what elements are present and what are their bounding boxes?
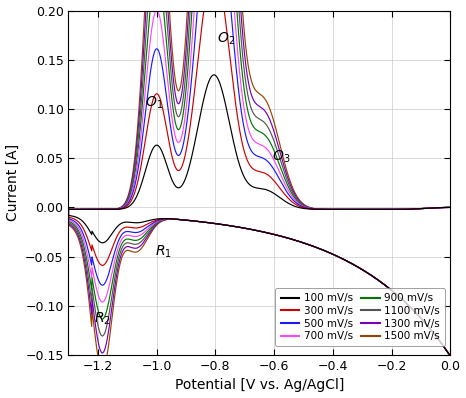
Text: O$_3$: O$_3$ <box>272 149 291 165</box>
Legend: 100 mV/s, 300 mV/s, 500 mV/s, 700 mV/s, 900 mV/s, 1100 mV/s, 1300 mV/s, 1500 mV/: 100 mV/s, 300 mV/s, 500 mV/s, 700 mV/s, … <box>275 288 445 346</box>
Text: O$_2$: O$_2$ <box>217 31 235 47</box>
Text: R$_2$: R$_2$ <box>94 311 111 328</box>
Text: O$_1$: O$_1$ <box>144 95 163 111</box>
Y-axis label: Current [A]: Current [A] <box>6 144 20 221</box>
Text: R$_1$: R$_1$ <box>156 243 172 259</box>
X-axis label: Potential [V vs. Ag/AgCl]: Potential [V vs. Ag/AgCl] <box>175 378 344 392</box>
